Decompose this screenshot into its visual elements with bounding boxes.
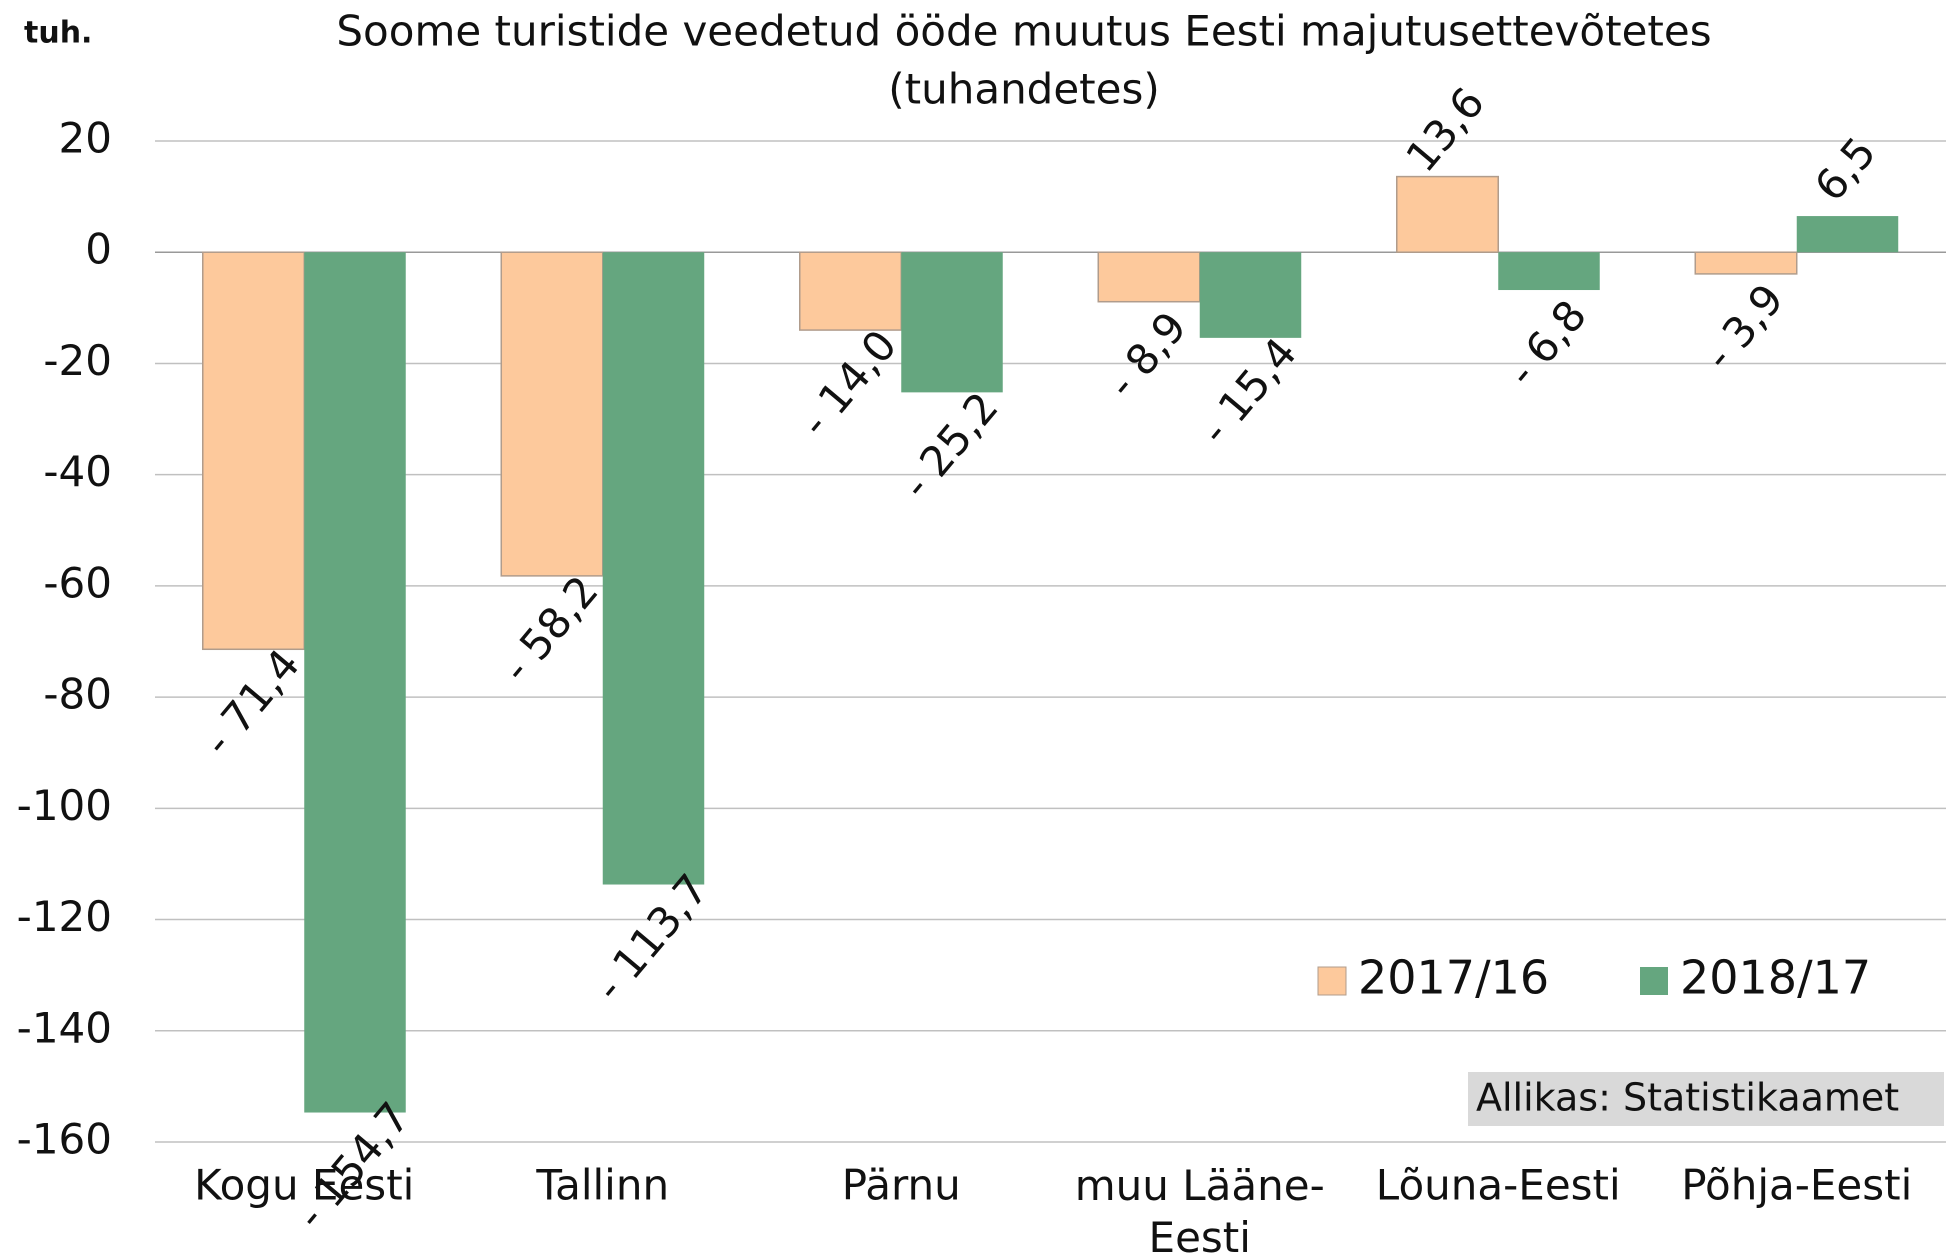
legend-label: 2017/16 [1358, 951, 1549, 1005]
data-label: - 14,0 [790, 321, 906, 446]
bar [202, 251, 305, 651]
bar [1694, 251, 1798, 275]
y-tick-label: -80 [43, 670, 112, 719]
data-label: - 15,4 [1190, 328, 1306, 453]
x-tick-label: Pärnu [842, 1161, 961, 1210]
y-tick-label: -40 [43, 447, 112, 496]
y-tick-label: -20 [43, 336, 112, 385]
y-tick-label: -60 [43, 558, 112, 607]
bar [1199, 252, 1302, 338]
data-label: - 6,8 [1497, 291, 1596, 396]
source: Allikas: Statistikaamet [1476, 1076, 1899, 1120]
bar [602, 252, 705, 885]
y-tick-label: 20 [59, 114, 112, 163]
data-label: 13,6 [1396, 78, 1494, 181]
data-label: - 25,2 [892, 383, 1008, 508]
bar [304, 252, 406, 1113]
x-tick-label: muu Lääne-Eesti [1075, 1161, 1325, 1260]
bar [901, 252, 1003, 393]
bar [1796, 216, 1899, 253]
bar [799, 251, 903, 331]
data-label: - 113,7 [585, 865, 718, 1010]
data-label: 6,5 [1805, 128, 1885, 211]
x-tick-label: Lõuna-Eesti [1376, 1161, 1621, 1210]
data-label: - 71,4 [193, 640, 309, 765]
x-tick-label: Tallinn [535, 1161, 669, 1210]
x-tick-label: Kogu Eesti [194, 1161, 414, 1210]
bar [1498, 252, 1600, 291]
x-tick-label: Põhja-Eesti [1681, 1161, 1912, 1210]
legend-swatch [1640, 967, 1668, 995]
y-tick-label: 0 [85, 225, 112, 274]
y-tick-label: -120 [17, 892, 112, 941]
y-tick-label: -160 [17, 1115, 112, 1164]
chart-title: Soome turistide veedetud ööde muutus Ees… [336, 7, 1711, 56]
source-box [1468, 1072, 1944, 1126]
bar [1097, 251, 1201, 303]
bar [1396, 175, 1500, 253]
chart-subtitle: (tuhandetes) [888, 65, 1160, 114]
legend-label: 2018/17 [1680, 951, 1871, 1005]
data-label: - 8,9 [1097, 303, 1196, 408]
legend-swatch [1317, 966, 1347, 996]
y-tick-label: -140 [17, 1003, 112, 1052]
y-tick-label: -100 [17, 781, 112, 830]
y-axis-label: tuh. [24, 16, 92, 51]
bar [500, 251, 604, 577]
